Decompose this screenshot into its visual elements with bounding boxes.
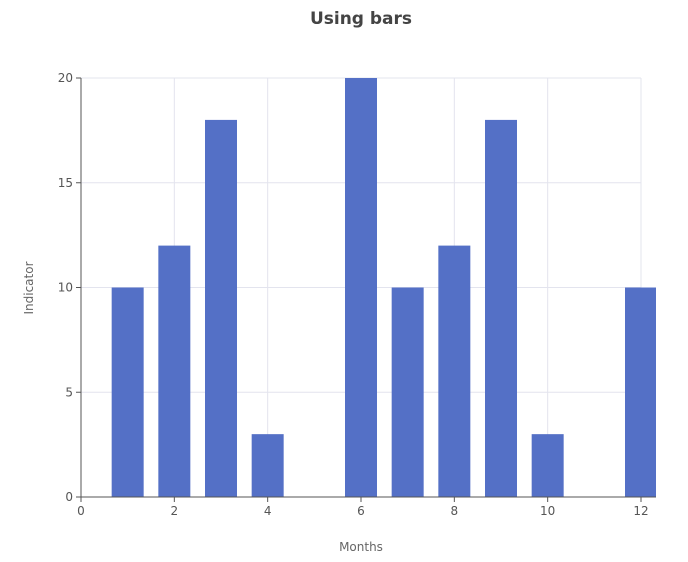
x-tick-label: 4 bbox=[264, 504, 272, 518]
x-tick-label: 2 bbox=[171, 504, 179, 518]
y-tick-label: 5 bbox=[65, 385, 73, 399]
chart-title: Using bars bbox=[310, 9, 412, 29]
y-tick-label: 15 bbox=[58, 176, 73, 190]
y-axis-label: Indicator bbox=[22, 261, 36, 314]
x-tick-label: 0 bbox=[77, 504, 85, 518]
y-tick-label: 20 bbox=[58, 71, 73, 85]
bar bbox=[205, 119, 237, 498]
bar bbox=[391, 287, 424, 497]
bar bbox=[158, 245, 191, 497]
x-tick-label: 12 bbox=[633, 504, 648, 518]
bar bbox=[251, 434, 284, 497]
x-axis-label: Months bbox=[339, 540, 383, 554]
x-tick-label: 6 bbox=[357, 504, 365, 518]
y-tick-label: 10 bbox=[58, 281, 73, 295]
bar bbox=[345, 78, 377, 497]
x-tick-label: 8 bbox=[451, 504, 459, 518]
bar bbox=[531, 434, 564, 497]
bars bbox=[111, 78, 656, 498]
bar bbox=[438, 245, 471, 497]
x-tick-label: 10 bbox=[540, 504, 555, 518]
y-tick-label: 0 bbox=[65, 490, 73, 504]
bar bbox=[111, 287, 144, 497]
axes: 0 5 10 15 20 0 2 4 6 8 10 12 bbox=[58, 71, 656, 518]
bar bbox=[625, 287, 656, 497]
bar bbox=[485, 119, 517, 498]
